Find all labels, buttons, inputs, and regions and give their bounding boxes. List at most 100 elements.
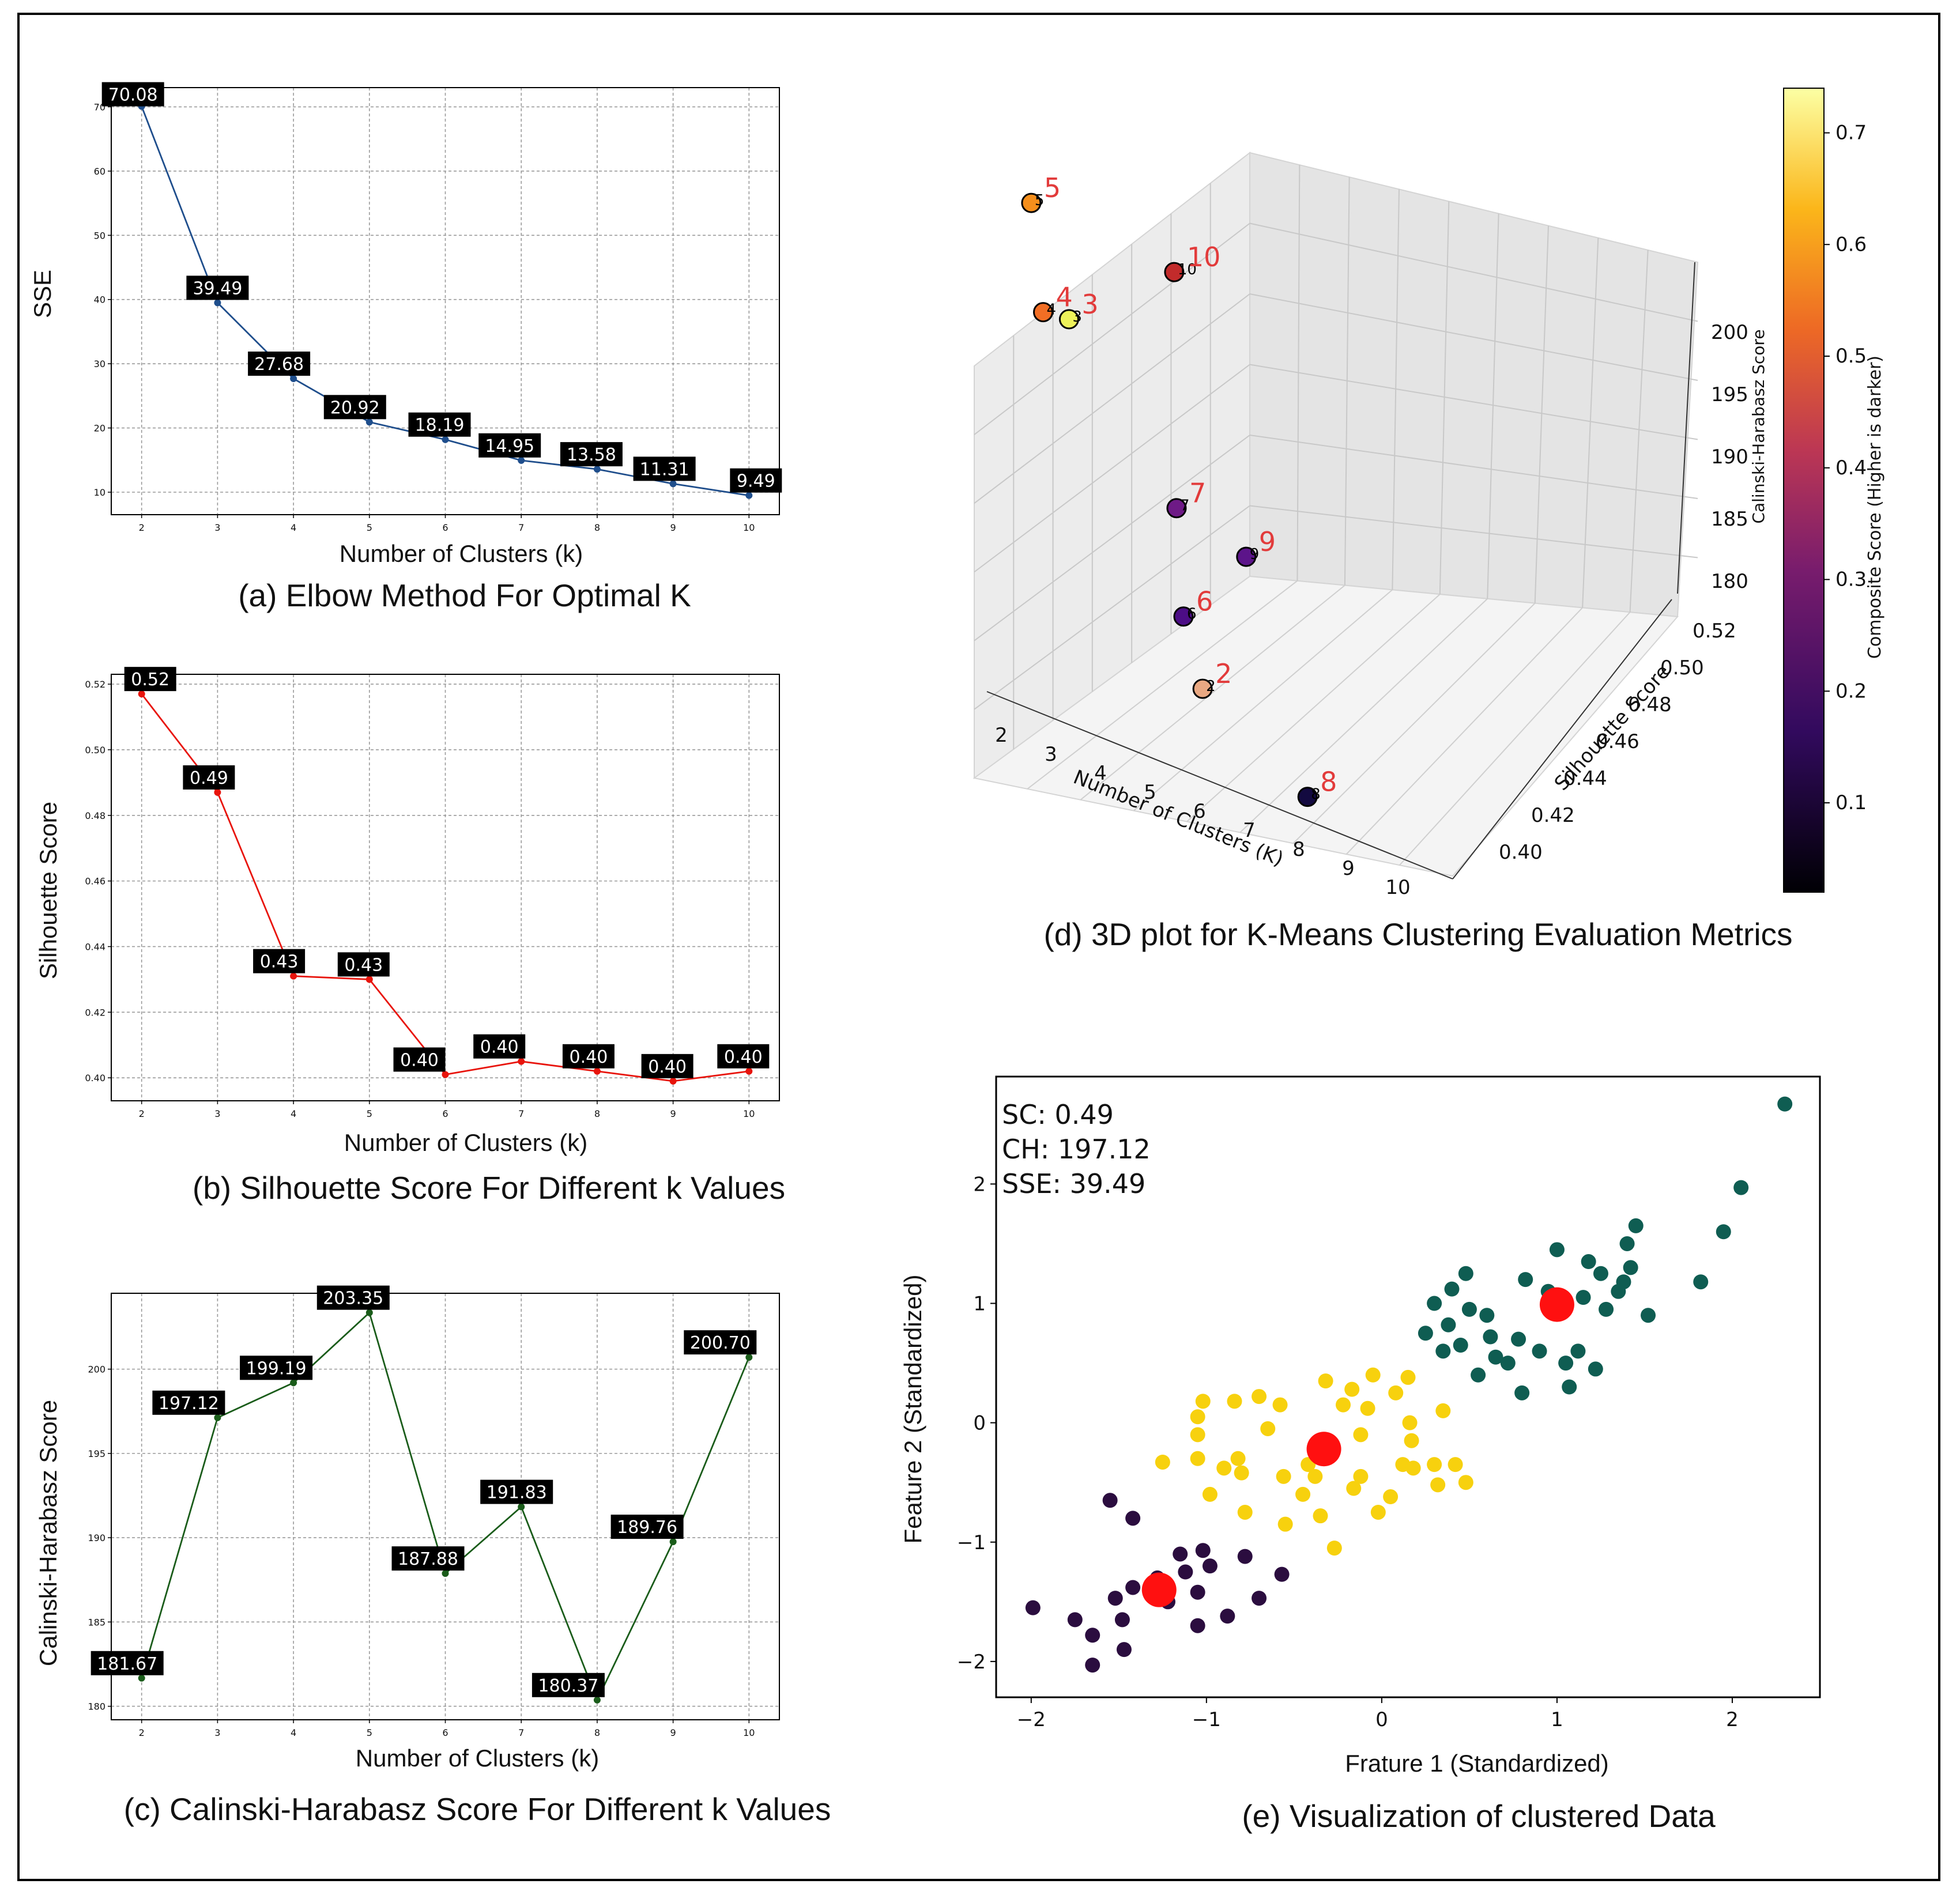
colorbar-label: Composite Score (Higher is darker)	[1865, 356, 1885, 659]
elbow-data-point	[669, 480, 677, 488]
silhouette-data-label: 0.40	[570, 1047, 608, 1067]
colorbar-tick-label: 0.3	[1835, 568, 1867, 591]
plot3d-gridline	[1249, 435, 1698, 499]
plot3d-xtick-label: 3	[1045, 743, 1057, 766]
elbow-data-label: 39.49	[193, 278, 242, 299]
calinski-data-point	[518, 1503, 525, 1511]
plot3d-ztick-label: 185	[1711, 508, 1748, 531]
plot3d-gridline	[1186, 594, 1441, 822]
plot3d-gridline	[974, 293, 1250, 504]
silhouette-xtick-label: 10	[743, 1108, 755, 1119]
plot3d-point-tag: 7	[1180, 497, 1190, 515]
calinski-xtick-label: 7	[518, 1727, 524, 1738]
plot3d-gridline	[1249, 364, 1698, 440]
silhouette-data-label: 0.49	[190, 768, 228, 788]
cluster-2-point	[1599, 1301, 1614, 1317]
plot3d-x-axis	[986, 691, 1453, 879]
calinski-xtick-label: 9	[670, 1727, 676, 1738]
colorbar-tick-label: 0.2	[1835, 679, 1867, 703]
cluster-2-point	[1427, 1296, 1442, 1311]
plot3d-chart: (d) 3D plot for K-Means Clustering Evalu…	[973, 88, 1885, 952]
cluster-1-point	[1155, 1454, 1170, 1470]
plot3d-gridline	[1133, 589, 1393, 811]
plot3d-xtick-label: 6	[1193, 800, 1206, 823]
calinski-data-label: 197.12	[159, 1394, 219, 1414]
silhouette-data-label-box	[562, 1044, 615, 1069]
elbow-xtick-label: 6	[442, 522, 448, 533]
cluster-0-point	[1067, 1612, 1083, 1628]
cluster-0-point	[1085, 1658, 1100, 1673]
elbow-ytick-label: 50	[94, 230, 105, 241]
calinski-xlabel: Number of Clusters (k)	[356, 1745, 599, 1772]
calinski-data-point	[442, 1570, 449, 1577]
plot3d-point-tag: 10	[1178, 261, 1197, 278]
silhouette-ylabel: Silhouette Score	[35, 802, 62, 979]
plot3d-y-axis	[1452, 599, 1672, 879]
plot3d-point-label: 4	[1056, 282, 1073, 313]
elbow-data-point	[365, 418, 373, 426]
silhouette-ytick-label: 0.48	[85, 810, 105, 821]
silhouette-caption: (b) Silhouette Score For Different k Val…	[193, 1170, 785, 1206]
cluster-2-point	[1514, 1385, 1530, 1400]
elbow-xtick-label: 7	[518, 522, 524, 533]
silhouette-ytick-label: 0.44	[85, 941, 105, 952]
calinski-data-point	[214, 1414, 221, 1421]
silhouette-data-label: 0.40	[648, 1057, 687, 1077]
silhouette-xtick-label: 2	[139, 1108, 145, 1119]
cluster-0-point	[1085, 1628, 1100, 1643]
cluster-2-point	[1471, 1367, 1486, 1383]
plot3d-gridline	[1249, 505, 1698, 558]
clusters-chart: Frature 1 (Standardized) Feature 2 (Stan…	[899, 1075, 1821, 1834]
cluster-2-point	[1623, 1260, 1638, 1275]
elbow-data-point	[518, 456, 525, 464]
silhouette-data-label-box	[124, 667, 176, 692]
silhouette-data-label-box	[473, 1034, 526, 1059]
calinski-data-label: 191.83	[487, 1483, 547, 1503]
calinski-xtick-label: 4	[291, 1727, 296, 1738]
calinski-data-label-box	[610, 1515, 684, 1539]
silhouette-data-point	[365, 976, 373, 983]
plot3d-gridline	[1392, 189, 1400, 590]
plot3d-gridline	[1629, 250, 1649, 613]
elbow-data-label: 18.19	[415, 416, 465, 436]
cluster-1-point	[1448, 1457, 1463, 1473]
cluster-0-point	[1195, 1543, 1211, 1558]
elbow-data-point	[745, 492, 753, 499]
cluster-2-point	[1628, 1218, 1644, 1233]
clusters-ytick-label: 1	[973, 1293, 986, 1316]
calinski-ytick-label: 185	[88, 1617, 105, 1628]
plot3d-xtick-label: 4	[1094, 762, 1107, 785]
plot3d-point-7	[1166, 498, 1187, 519]
cluster-1-point	[1435, 1403, 1451, 1418]
cluster-1-point	[1216, 1460, 1232, 1476]
colorbar-tick-label: 0.4	[1835, 456, 1867, 480]
cluster-2-point	[1562, 1379, 1577, 1395]
cluster-2-point	[1461, 1301, 1477, 1317]
cluster-1-point	[1458, 1475, 1473, 1490]
elbow-data-label-box	[408, 412, 471, 437]
plot3d-gridline	[1487, 213, 1499, 599]
clusters-ytick-label: 0	[973, 1412, 986, 1435]
cluster-1-point	[1190, 1451, 1205, 1466]
silhouette-data-point	[593, 1067, 601, 1075]
calinski-data-point	[365, 1309, 373, 1316]
plot3d-caption: (d) 3D plot for K-Means Clustering Evalu…	[1043, 916, 1792, 952]
cluster-0-point	[1237, 1549, 1253, 1564]
cluster-1-point	[1190, 1409, 1205, 1425]
elbow-xtick-label: 8	[594, 522, 600, 533]
elbow-data-label: 13.58	[567, 445, 616, 465]
calinski-data-label: 181.67	[97, 1654, 157, 1674]
elbow-data-point	[214, 299, 221, 307]
plot3d-point-label: 8	[1320, 767, 1337, 798]
clusters-ytick-label: −2	[957, 1651, 986, 1674]
silhouette-data-label-box	[337, 952, 390, 977]
calinski-data-label: 199.19	[246, 1358, 307, 1379]
elbow-xtick-label: 9	[670, 522, 676, 533]
cluster-2-point	[1581, 1254, 1596, 1270]
calinski-xtick-label: 5	[367, 1727, 372, 1738]
cluster-2-point	[1733, 1180, 1749, 1195]
plot3d-gridline	[1080, 584, 1345, 801]
plot3d-point-label: 9	[1259, 526, 1276, 557]
cluster-1-point	[1346, 1481, 1362, 1496]
